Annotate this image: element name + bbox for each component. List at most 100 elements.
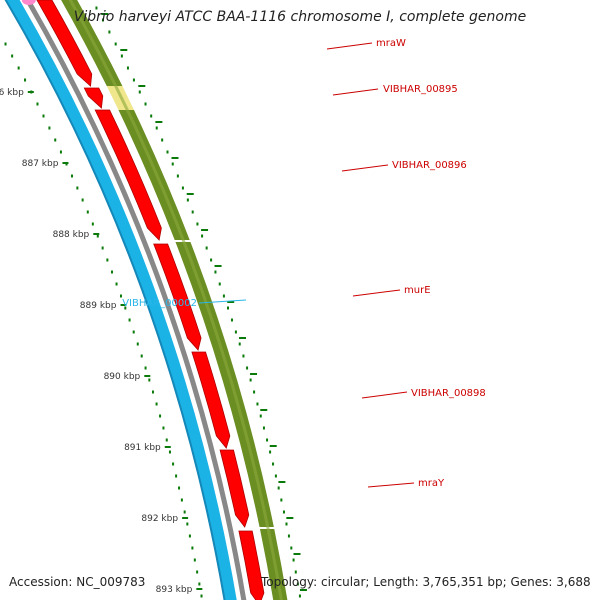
ruler-dot [86,210,89,214]
ruler-dot [176,174,179,178]
ruler-dot [253,390,256,394]
ruler-dot [120,54,123,58]
ruler-dot [108,30,111,34]
ruler-dot [249,378,252,382]
ruler-dot [165,438,168,442]
ruler-dot [114,42,117,46]
ruler-dot [4,42,7,46]
ruler-dot [150,114,153,118]
kbp-tick-label: 891 kbp [124,443,161,453]
kbp-tick-label: 886 kbp [0,88,24,98]
ruler-dot [11,54,14,58]
forward-gene-arrow [219,449,250,528]
ruler-dot [36,102,39,106]
ruler-dot [298,594,301,598]
ruler-dot [296,582,299,586]
backbone-circle [24,0,247,600]
ruler-dot [171,162,174,166]
ruler-dot [191,546,194,550]
ruler-dot [140,354,143,358]
ruler-dot [168,450,171,454]
ruler-dot [96,234,99,238]
ruler-dot [175,474,178,478]
ruler-dot [54,138,57,142]
ruler-dot [188,534,191,538]
ruler-dot [159,414,162,418]
gene-label-leader [198,299,247,304]
ruler-dot [238,342,241,346]
ruler-dot [24,78,27,82]
ruler-dot [181,186,184,190]
gc-content-segment [61,0,123,86]
ruler-dot [95,6,98,10]
ruler-dot [210,258,213,262]
ruler-dot [101,18,104,22]
ruler-dot [205,246,208,250]
ruler-dot [282,510,285,514]
ruler-dot [152,390,155,394]
ruler-dot [246,366,249,370]
ruler-dot [234,330,237,334]
ruler-dot [166,150,169,154]
kbp-tick-label: 893 kbp [156,585,193,595]
ruler-dot [191,210,194,214]
ruler-dot [256,402,259,406]
ruler-dot [17,66,20,70]
reverse-gene-label[interactable]: VIBHAR_00002 [122,298,197,309]
ruler-dot [196,570,199,574]
ruler-dot [115,282,118,286]
ruler-dot [119,294,122,298]
ruler-dot [294,570,297,574]
gene-label-leader [326,42,373,50]
genome-summary-text: Topology: circular; Length: 3,765,351 bp… [261,575,591,589]
ruler-dot [111,270,114,274]
ruler-dot [226,306,229,310]
ruler-dot [178,486,181,490]
forward-gene-label[interactable]: VIBHAR_00896 [392,160,467,171]
ruler-dot [214,270,217,274]
forward-gene-label[interactable]: VIBHAR_00898 [411,388,486,399]
map-title: Vibrio harveyi ATCC BAA-1116 chromosome … [73,9,527,25]
ruler-dot [272,462,275,466]
ruler-dot [138,90,141,94]
ruler-dot [266,438,269,442]
kbp-tick-label: 892 kbp [141,514,178,524]
ruler-dot [101,246,104,250]
ruler-dot [292,558,295,562]
ruler-dot [144,102,147,106]
ruler-dot [186,198,189,202]
ruler-dot [198,582,201,586]
forward-gene-arrow [94,109,162,241]
ruler-dot [193,558,196,562]
ruler-dot [230,318,233,322]
ruler-dot [91,222,94,226]
forward-gene-arrow [36,0,93,87]
forward-gene-arrow [83,87,104,109]
ruler-dot [285,522,288,526]
ruler-dot [106,258,109,262]
forward-gene-label[interactable]: mraW [376,38,406,49]
gene-label-leader [352,289,401,297]
kbp-tick-label: 888 kbp [53,230,90,240]
ruler-dot [162,426,165,430]
track-arcs [4,0,288,600]
ruler-dot [274,474,277,478]
ruler-dot [262,426,265,430]
ruler-dot [259,414,262,418]
forward-gene-label[interactable]: murE [404,285,431,296]
forward-gene-label[interactable]: mraY [418,478,445,489]
ruler-dot [59,150,62,154]
kbp-tick-label: 887 kbp [22,159,59,169]
ruler-dot [161,138,164,142]
ruler-dot [76,186,79,190]
ruler-dot [269,450,272,454]
gc-content-segment [175,242,274,527]
forward-gene-label[interactable]: VIBHAR_00895 [383,84,458,95]
ruler-dot [155,402,158,406]
ruler-dot [132,78,135,82]
accession-text: Accession: NC_009783 [9,575,146,589]
forward-gene-arrow [191,351,231,449]
ruler-dot [186,522,189,526]
forward-gene-arrow [153,243,202,351]
